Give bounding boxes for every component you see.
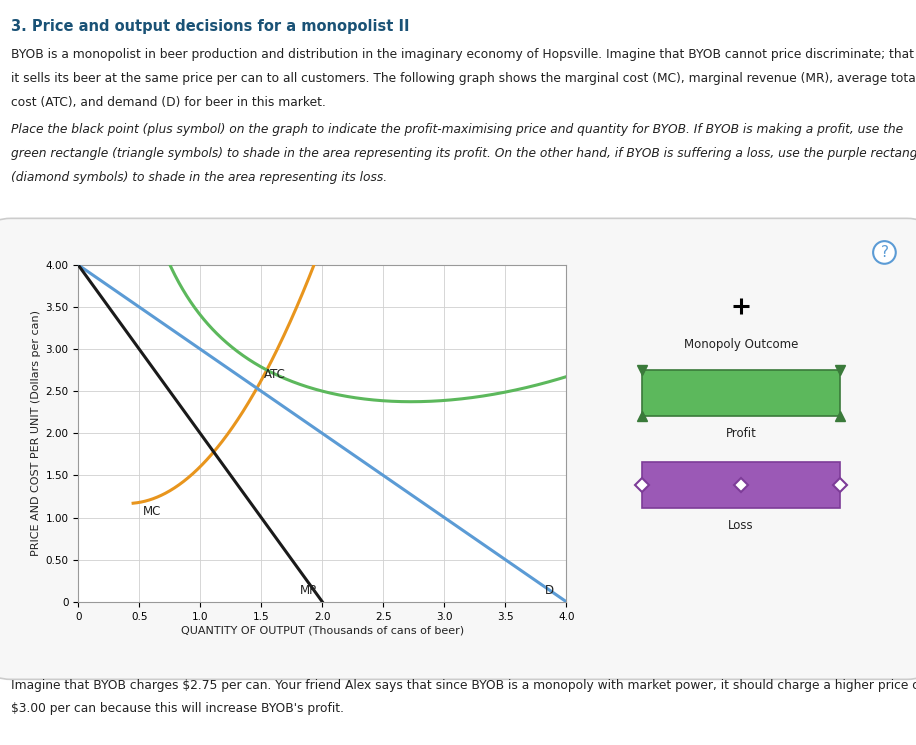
Text: $3.00 per can because this will increase BYOB's profit.: $3.00 per can because this will increase… (11, 702, 344, 714)
Text: ?: ? (880, 245, 889, 260)
Text: cost (ATC), and demand (D) for beer in this market.: cost (ATC), and demand (D) for beer in t… (11, 96, 326, 109)
FancyBboxPatch shape (642, 462, 840, 508)
Y-axis label: PRICE AND COST PER UNIT (Dollars per can): PRICE AND COST PER UNIT (Dollars per can… (31, 311, 41, 557)
Text: BYOB is a monopolist in beer production and distribution in the imaginary econom: BYOB is a monopolist in beer production … (11, 48, 916, 61)
Text: MR: MR (300, 584, 319, 597)
Text: D: D (544, 584, 553, 597)
FancyBboxPatch shape (0, 218, 916, 679)
Text: it sells its beer at the same price per can to all customers. The following grap: it sells its beer at the same price per … (11, 72, 916, 85)
Text: Profit: Profit (725, 427, 757, 440)
X-axis label: QUANTITY OF OUTPUT (Thousands of cans of beer): QUANTITY OF OUTPUT (Thousands of cans of… (180, 626, 463, 635)
Text: Place the black point (plus symbol) on the graph to indicate the profit-maximisi: Place the black point (plus symbol) on t… (11, 123, 903, 136)
Text: Monopoly Outcome: Monopoly Outcome (684, 337, 799, 351)
Text: green rectangle (triangle symbols) to shade in the area representing its profit.: green rectangle (triangle symbols) to sh… (11, 147, 916, 159)
Text: 3. Price and output decisions for a monopolist II: 3. Price and output decisions for a mono… (11, 19, 409, 34)
Text: (diamond symbols) to shade in the area representing its loss.: (diamond symbols) to shade in the area r… (11, 171, 387, 183)
Text: ATC: ATC (264, 368, 286, 381)
Text: Loss: Loss (728, 519, 754, 533)
Text: MC: MC (143, 505, 161, 518)
Text: Imagine that BYOB charges $2.75 per can. Your friend Alex says that since BYOB i: Imagine that BYOB charges $2.75 per can.… (11, 679, 916, 692)
FancyBboxPatch shape (642, 370, 840, 416)
